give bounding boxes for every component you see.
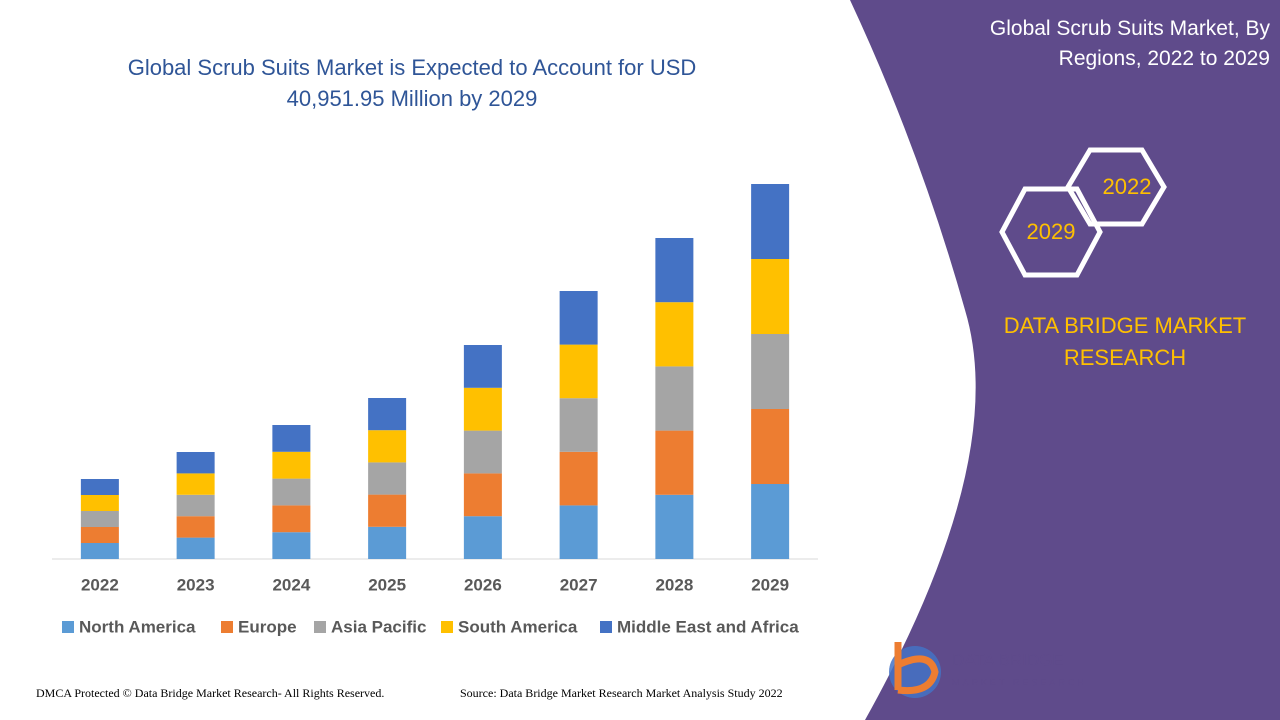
- bar-segment: [463, 473, 502, 517]
- bar-segment: [272, 451, 311, 479]
- bar-segment: [176, 452, 215, 474]
- chart-title: Global Scrub Suits Market is Expected to…: [127, 55, 697, 111]
- brand: DATA BRIDGE MARKET RESEARCH: [1003, 313, 1247, 370]
- x-tick-label: 2026: [464, 575, 502, 594]
- bar-segment: [80, 543, 119, 559]
- bar-segment: [368, 462, 407, 495]
- footer-right: Source: Data Bridge Market Research Mark…: [460, 686, 783, 700]
- footer-left: DMCA Protected © Data Bridge Market Rese…: [36, 686, 385, 700]
- bar-segment: [80, 479, 119, 495]
- x-tick-label: 2024: [272, 575, 310, 594]
- bar-segment: [559, 344, 598, 399]
- bar-segment: [655, 430, 694, 495]
- bar-segment: [176, 473, 215, 495]
- legend-swatch: [600, 621, 612, 633]
- bar-segment: [559, 398, 598, 452]
- bar-segment: [463, 430, 502, 474]
- hex-label: 2022: [1103, 174, 1152, 199]
- bar-segment: [463, 345, 502, 388]
- bar-segment: [272, 532, 311, 559]
- bar-segment: [559, 451, 598, 506]
- legend-swatch: [221, 621, 233, 633]
- bar-segment: [272, 425, 311, 452]
- legend-label: Middle East and Africa: [617, 617, 799, 636]
- hexagon: [999, 186, 1103, 278]
- legend-swatch: [441, 621, 453, 633]
- bar-segment: [176, 494, 215, 517]
- bar-segment: [80, 511, 119, 527]
- x-tick-label: 2023: [177, 575, 215, 594]
- legend-label: Europe: [238, 617, 297, 636]
- bar-segment: [751, 184, 790, 259]
- legend-swatch: [62, 621, 74, 633]
- bar-segment: [368, 430, 407, 463]
- legend-label: North America: [79, 617, 196, 636]
- x-tick-label: 2029: [751, 575, 789, 594]
- bar-segment: [751, 259, 790, 334]
- panel-title: Global Scrub Suits Market, By Regions, 2…: [989, 17, 1270, 70]
- x-tick-label: 2025: [368, 575, 406, 594]
- x-tick-label: 2028: [655, 575, 693, 594]
- bar-segment: [463, 516, 502, 559]
- side-panel: [850, 0, 1280, 720]
- bar-segment: [368, 526, 407, 559]
- legend-label: Asia Pacific: [331, 617, 426, 636]
- logo-tagline: MARKET RESEARCH: [952, 677, 1087, 687]
- logo-mark: [894, 642, 939, 695]
- bar-segment: [176, 516, 215, 538]
- bar-segment: [751, 334, 790, 409]
- bar-segment: [559, 291, 598, 345]
- legend-label: South America: [458, 617, 578, 636]
- bar-segment: [368, 494, 407, 527]
- bar-segment: [655, 238, 694, 303]
- hex-label: 2029: [1027, 219, 1076, 244]
- bar-segment: [272, 478, 311, 506]
- bar-segment: [368, 398, 407, 431]
- bar-segment: [559, 505, 598, 559]
- bar-segment: [80, 495, 119, 511]
- legend-swatch: [314, 621, 326, 633]
- bar-segment: [655, 302, 694, 367]
- x-tick-label: 2022: [81, 575, 119, 594]
- bar-segment: [655, 494, 694, 559]
- bar-segment: [463, 387, 502, 431]
- x-tick-label: 2027: [560, 575, 598, 594]
- logo-name: DATA BRIDGE: [952, 650, 1064, 669]
- bar-segment: [272, 505, 311, 533]
- bar-segment: [751, 484, 790, 559]
- bar-segment: [655, 366, 694, 431]
- bar-segment: [80, 527, 119, 543]
- bar-segment: [751, 409, 790, 484]
- bar-segment: [176, 537, 215, 559]
